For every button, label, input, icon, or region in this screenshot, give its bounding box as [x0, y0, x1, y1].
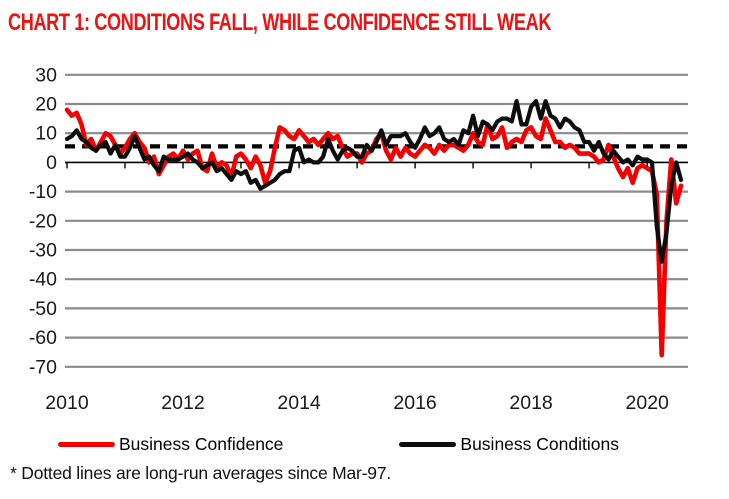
y-tick-label: -70 — [29, 356, 57, 378]
confidence-line-swatch — [58, 441, 115, 447]
y-tick-label: -50 — [29, 298, 57, 320]
legend-label-conditions: Business Conditions — [460, 433, 619, 454]
x-tick-label: 2012 — [161, 392, 204, 414]
y-tick-label: 0 — [46, 152, 57, 174]
series-line-business-conditions — [64, 98, 684, 264]
legend-item-confidence: Business Confidence — [58, 434, 283, 455]
chart-title: CHART 1: CONDITIONS FALL, WHILE CONFIDEN… — [8, 9, 552, 36]
y-tick-label: 10 — [35, 123, 57, 145]
x-axis-labels: 2010 2012 2014 2016 2018 2020 — [45, 392, 669, 414]
legend-label-confidence: Business Confidence — [119, 433, 284, 454]
y-tick-label: 20 — [35, 94, 57, 116]
y-axis-labels: 30 20 10 0 -10 -20 -30 -40 -50 -60 -70 — [29, 64, 57, 378]
y-tick-label: -10 — [29, 181, 57, 203]
y-tick-label: -20 — [29, 210, 57, 232]
y-tick-label: 30 — [35, 64, 57, 86]
x-tick-label: 2010 — [45, 392, 89, 414]
y-tick-label: -40 — [29, 269, 57, 291]
conditions-line-swatch — [399, 441, 457, 447]
x-tick-label: 2018 — [509, 392, 552, 414]
legend-item-conditions: Business Conditions — [399, 434, 619, 455]
x-tick-label: 2016 — [393, 392, 436, 414]
y-tick-label: -30 — [29, 240, 57, 262]
x-tick-label: 2020 — [626, 392, 670, 414]
x-axis — [65, 161, 688, 169]
footnote: * Dotted lines are long-run averages sin… — [10, 463, 392, 483]
legend: Business Confidence Business Conditions — [0, 431, 729, 457]
gridlines — [65, 73, 688, 368]
x-tick-label: 2014 — [277, 392, 321, 414]
y-tick-label: -60 — [29, 327, 57, 349]
